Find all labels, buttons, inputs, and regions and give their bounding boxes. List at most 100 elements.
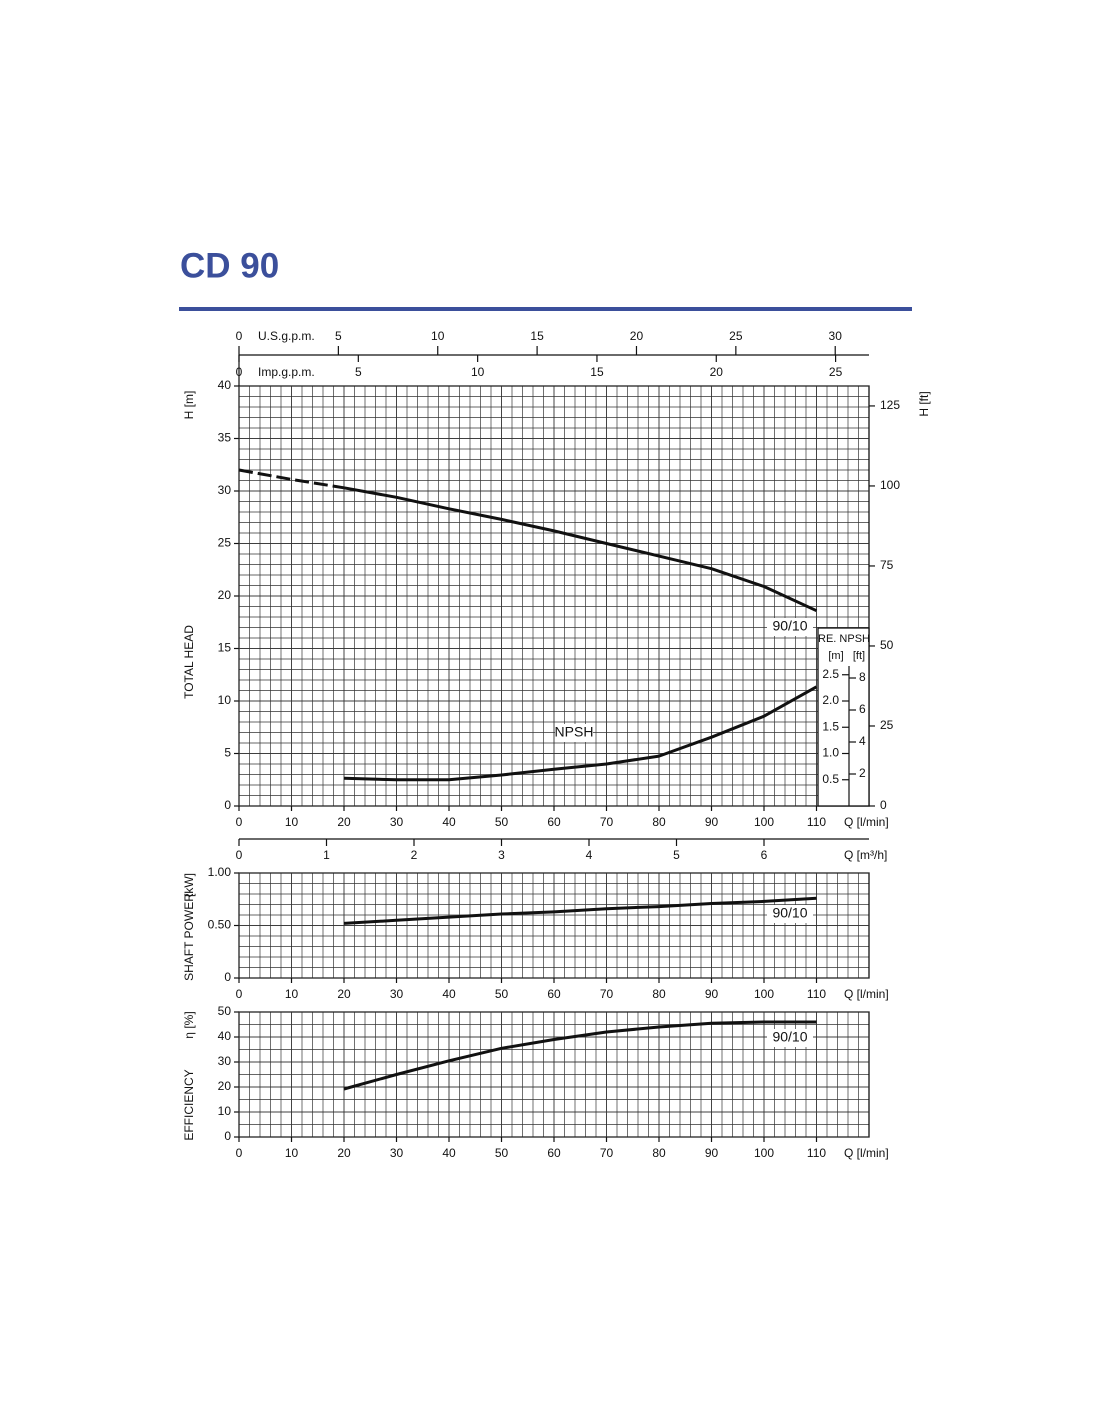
npsh-title: RE. NPSH [818, 633, 870, 645]
x-tick-label: 60 [547, 1146, 561, 1160]
npsh-tick-label: 4 [859, 734, 866, 748]
x-tick-label: 20 [337, 1146, 351, 1160]
y-axis-unit: [kW] [182, 873, 196, 897]
x-tick-label: 10 [285, 1146, 299, 1160]
x-tick-label: 100 [754, 987, 774, 1001]
curve-label-bg [555, 724, 593, 742]
y-axis-label: SHAFT POWER [182, 893, 196, 981]
x-tick-label: 60 [547, 987, 561, 1001]
npsh-tick-label: 2.5 [822, 667, 839, 681]
npsh-inset [817, 627, 870, 807]
x-tick-label: 40 [442, 1146, 456, 1160]
x-tick-label: 20 [337, 815, 351, 829]
aux-tick-label: 25 [829, 365, 843, 379]
curve-label-bg [767, 905, 813, 923]
y2-tick-label: 25 [880, 718, 894, 732]
y-tick-label: 30 [218, 483, 232, 497]
x-tick-label: 70 [600, 987, 614, 1001]
y-tick-label: 5 [224, 746, 231, 760]
x-tick-label: 20 [337, 987, 351, 1001]
curve [343, 685, 818, 782]
y-tick-label: 0 [224, 970, 231, 984]
y-tick-label: 0 [224, 1129, 231, 1143]
curve-label: 90/10 [772, 905, 807, 921]
x-tick-label: 110 [807, 987, 826, 1001]
x-tick-label: 10 [285, 987, 299, 1001]
y-tick-label: 20 [218, 588, 232, 602]
aux-tick-label: 1 [323, 848, 330, 862]
y-axis-unit: η [%] [182, 1011, 196, 1038]
x-tick-label: 0 [236, 987, 243, 1001]
x-tick-label: 100 [754, 815, 774, 829]
curve-label-bg [767, 1029, 813, 1047]
y-tick-label: 15 [218, 641, 232, 655]
y-tick-label: 35 [218, 431, 232, 445]
y-tick-label: 20 [218, 1079, 232, 1093]
y2-tick-label: 125 [880, 398, 900, 412]
npsh-tick-label: 2 [859, 766, 866, 780]
curve-label: NPSH [555, 724, 594, 740]
aux-tick-label: 0 [236, 329, 243, 343]
aux-tick-label: 5 [673, 848, 680, 862]
x-tick-label: 90 [705, 1146, 719, 1160]
aux-tick-label: 2 [411, 848, 418, 862]
aux-tick-label: 10 [471, 365, 485, 379]
y2-axis-label: H [ft] [917, 391, 931, 416]
y-tick-label: 50 [218, 1004, 232, 1018]
y-axis-label: EFFICIENCY [182, 1069, 196, 1140]
x-tick-label: 110 [807, 1146, 826, 1160]
y-tick-label: 1.00 [208, 865, 232, 879]
aux-axis-label: Q [m³/h] [844, 848, 887, 862]
aux-tick-label: 5 [335, 329, 342, 343]
y2-tick-label: 50 [880, 638, 894, 652]
x-tick-label: 30 [390, 1146, 404, 1160]
x-tick-label: 70 [600, 815, 614, 829]
x-tick-label: 40 [442, 815, 456, 829]
curve-label: 90/10 [772, 1029, 807, 1045]
x-tick-label: 40 [442, 987, 456, 1001]
npsh-tick-label: 1.5 [822, 719, 839, 733]
x-tick-label: 60 [547, 815, 561, 829]
x-tick-label: 70 [600, 1146, 614, 1160]
aux-tick-label: 20 [710, 365, 724, 379]
y2-tick-label: 75 [880, 558, 894, 572]
x-tick-label: 90 [705, 987, 719, 1001]
x-tick-label: 100 [754, 1146, 774, 1160]
x-tick-label: 50 [495, 1146, 509, 1160]
y-tick-label: 30 [218, 1054, 232, 1068]
curve-label: 90/10 [772, 618, 807, 634]
x-axis-label: Q [l/min] [844, 1146, 889, 1160]
y2-tick-label: 0 [880, 798, 887, 812]
x-axis-label: Q [l/min] [844, 815, 889, 829]
npsh-tick-label: 1.0 [822, 746, 839, 760]
x-tick-label: 90 [705, 815, 719, 829]
y-tick-label: 0 [224, 798, 231, 812]
x-axis-label: Q [l/min] [844, 987, 889, 1001]
x-tick-label: 0 [236, 815, 243, 829]
curve [343, 1020, 817, 1091]
page-title: CD 90 [180, 246, 279, 285]
aux-tick-label: 25 [729, 329, 743, 343]
aux-tick-label: 5 [355, 365, 362, 379]
aux-tick-label: 20 [630, 329, 644, 343]
y-tick-label: 10 [218, 693, 232, 707]
y-axis-unit: H [m] [182, 391, 196, 420]
aux-tick-label: 30 [829, 329, 843, 343]
npsh-tick-label: 2.0 [822, 693, 839, 707]
x-tick-label: 30 [390, 987, 404, 1001]
curve-label-bg [767, 618, 813, 636]
y-tick-label: 10 [218, 1104, 232, 1118]
aux-tick-label: 4 [586, 848, 593, 862]
aux-tick-label: 15 [590, 365, 604, 379]
x-tick-label: 50 [495, 987, 509, 1001]
x-tick-label: 10 [285, 815, 299, 829]
aux-tick-label: 10 [431, 329, 445, 343]
title-rule [179, 307, 912, 311]
npsh-tick-label: 0.5 [822, 772, 839, 786]
aux-axis-label: U.S.g.p.m. [258, 329, 315, 343]
x-tick-label: 0 [236, 1146, 243, 1160]
x-tick-label: 30 [390, 815, 404, 829]
npsh-unit: [ft] [853, 650, 865, 662]
npsh-tick-label: 8 [859, 670, 866, 684]
